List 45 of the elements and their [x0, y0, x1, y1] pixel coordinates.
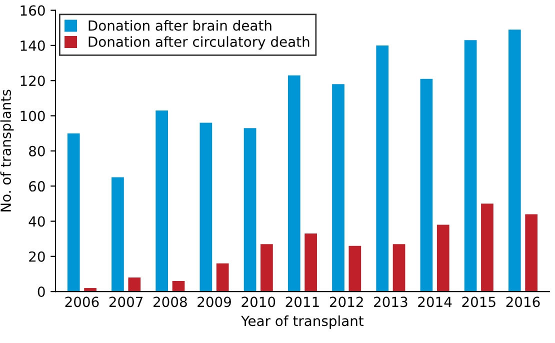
- y-tick-label: 40: [28, 216, 45, 227]
- bar: [464, 40, 477, 292]
- y-tick-label: 160: [20, 5, 45, 16]
- bar: [436, 224, 450, 292]
- x-tick-label: 2011: [286, 296, 319, 308]
- bar: [348, 246, 362, 292]
- bar: [112, 177, 124, 292]
- x-tick-label: 2014: [418, 296, 452, 308]
- y-tick-label: 0: [38, 286, 45, 298]
- x-tick-label: 2008: [154, 296, 187, 308]
- bar: [67, 133, 80, 292]
- bar: [420, 78, 433, 292]
- legend-label: Donation after circulatory death: [88, 36, 310, 50]
- bar: [376, 45, 389, 292]
- x-tick-label: 2009: [198, 296, 231, 308]
- x-tick-label: 2006: [65, 296, 99, 308]
- y-tick-label: 140: [20, 40, 45, 51]
- x-tick-label: 2010: [242, 296, 276, 308]
- x-tick-label: 2016: [506, 296, 540, 308]
- bar: [332, 84, 344, 292]
- x-tick-label: 2015: [462, 296, 496, 308]
- x-tick-label: 2007: [109, 296, 143, 308]
- x-tick-label: 2012: [330, 296, 363, 308]
- y-tick-label: 120: [20, 76, 45, 86]
- bar: [392, 244, 406, 292]
- bar: [481, 204, 494, 292]
- bar: [288, 75, 300, 292]
- bar: [156, 110, 168, 292]
- bar: [525, 214, 538, 292]
- x-tick-label: 2013: [374, 296, 408, 308]
- bar: [508, 30, 521, 292]
- y-tick-label: 100: [20, 110, 45, 122]
- y-tick-label: 20: [29, 251, 45, 262]
- bar: [216, 263, 229, 292]
- bar: [260, 244, 273, 292]
- legend-label: Donation after brain death: [88, 20, 272, 31]
- y-tick-label: 60: [29, 181, 45, 192]
- bar: [128, 277, 141, 292]
- bar: [200, 122, 212, 292]
- x-axis-title: Year of transplant: [241, 315, 364, 329]
- bar: [304, 234, 317, 292]
- bar: [172, 281, 185, 292]
- y-tick-label: 80: [29, 146, 45, 156]
- y-axis-title: No. of transplants: [0, 90, 14, 212]
- bar: [244, 128, 256, 292]
